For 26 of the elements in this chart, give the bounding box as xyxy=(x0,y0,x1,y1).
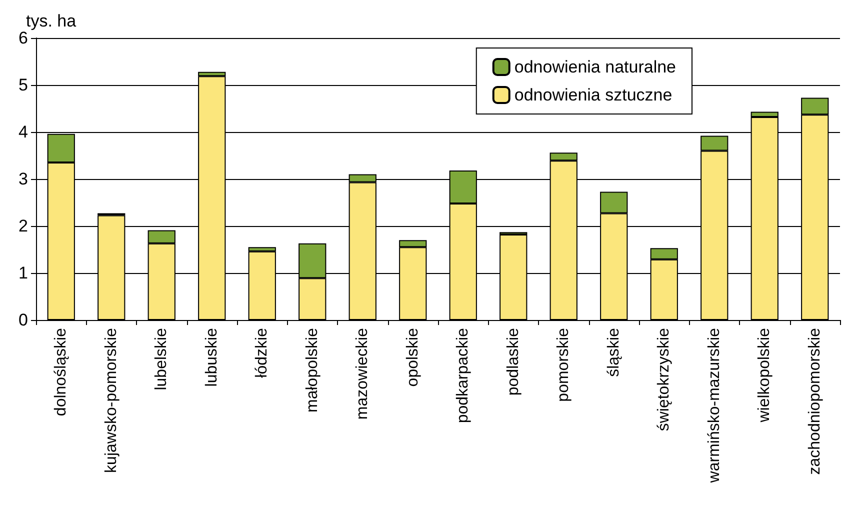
x-tick-label: opolskie xyxy=(404,328,422,387)
x-tick-label: wielkopolskie xyxy=(756,328,774,424)
x-tick-label: małopolskie xyxy=(304,328,321,412)
legend-label: odnowienia naturalne xyxy=(514,58,676,76)
y-axis-title: tys. ha xyxy=(26,12,77,31)
y-tick-label: 2 xyxy=(18,216,28,236)
y-tick-label: 0 xyxy=(18,310,28,330)
x-tick-label: podlaskie xyxy=(504,328,522,396)
x-tick-label: pomorskie xyxy=(555,328,572,402)
x-tick-label: podkarpackie xyxy=(454,328,472,424)
x-tick-label: mazowieckie xyxy=(354,328,372,420)
x-tick-label: świętokrzyskie xyxy=(656,328,673,432)
legend-label: odnowienia sztuczne xyxy=(514,86,672,104)
x-tick-label: łódzkie xyxy=(254,328,271,378)
y-tick-label: 5 xyxy=(18,76,28,94)
x-tick-label: zachodniopomorskie xyxy=(806,328,824,475)
y-tick-label: 4 xyxy=(18,122,28,142)
x-tick-label: warmińsko-mazurskie xyxy=(706,328,723,484)
y-tick-label: 1 xyxy=(18,264,28,282)
x-tick-label: lubuskie xyxy=(203,328,220,387)
x-tick-label: kujawsko-pomorskie xyxy=(102,328,120,473)
y-tick-label: 3 xyxy=(18,170,28,188)
x-tick-label: lubelskie xyxy=(153,328,170,390)
x-tick-label: śląskie xyxy=(605,328,622,377)
y-tick-label: 6 xyxy=(18,28,28,48)
x-tick-label: dolnośląskie xyxy=(52,328,70,416)
